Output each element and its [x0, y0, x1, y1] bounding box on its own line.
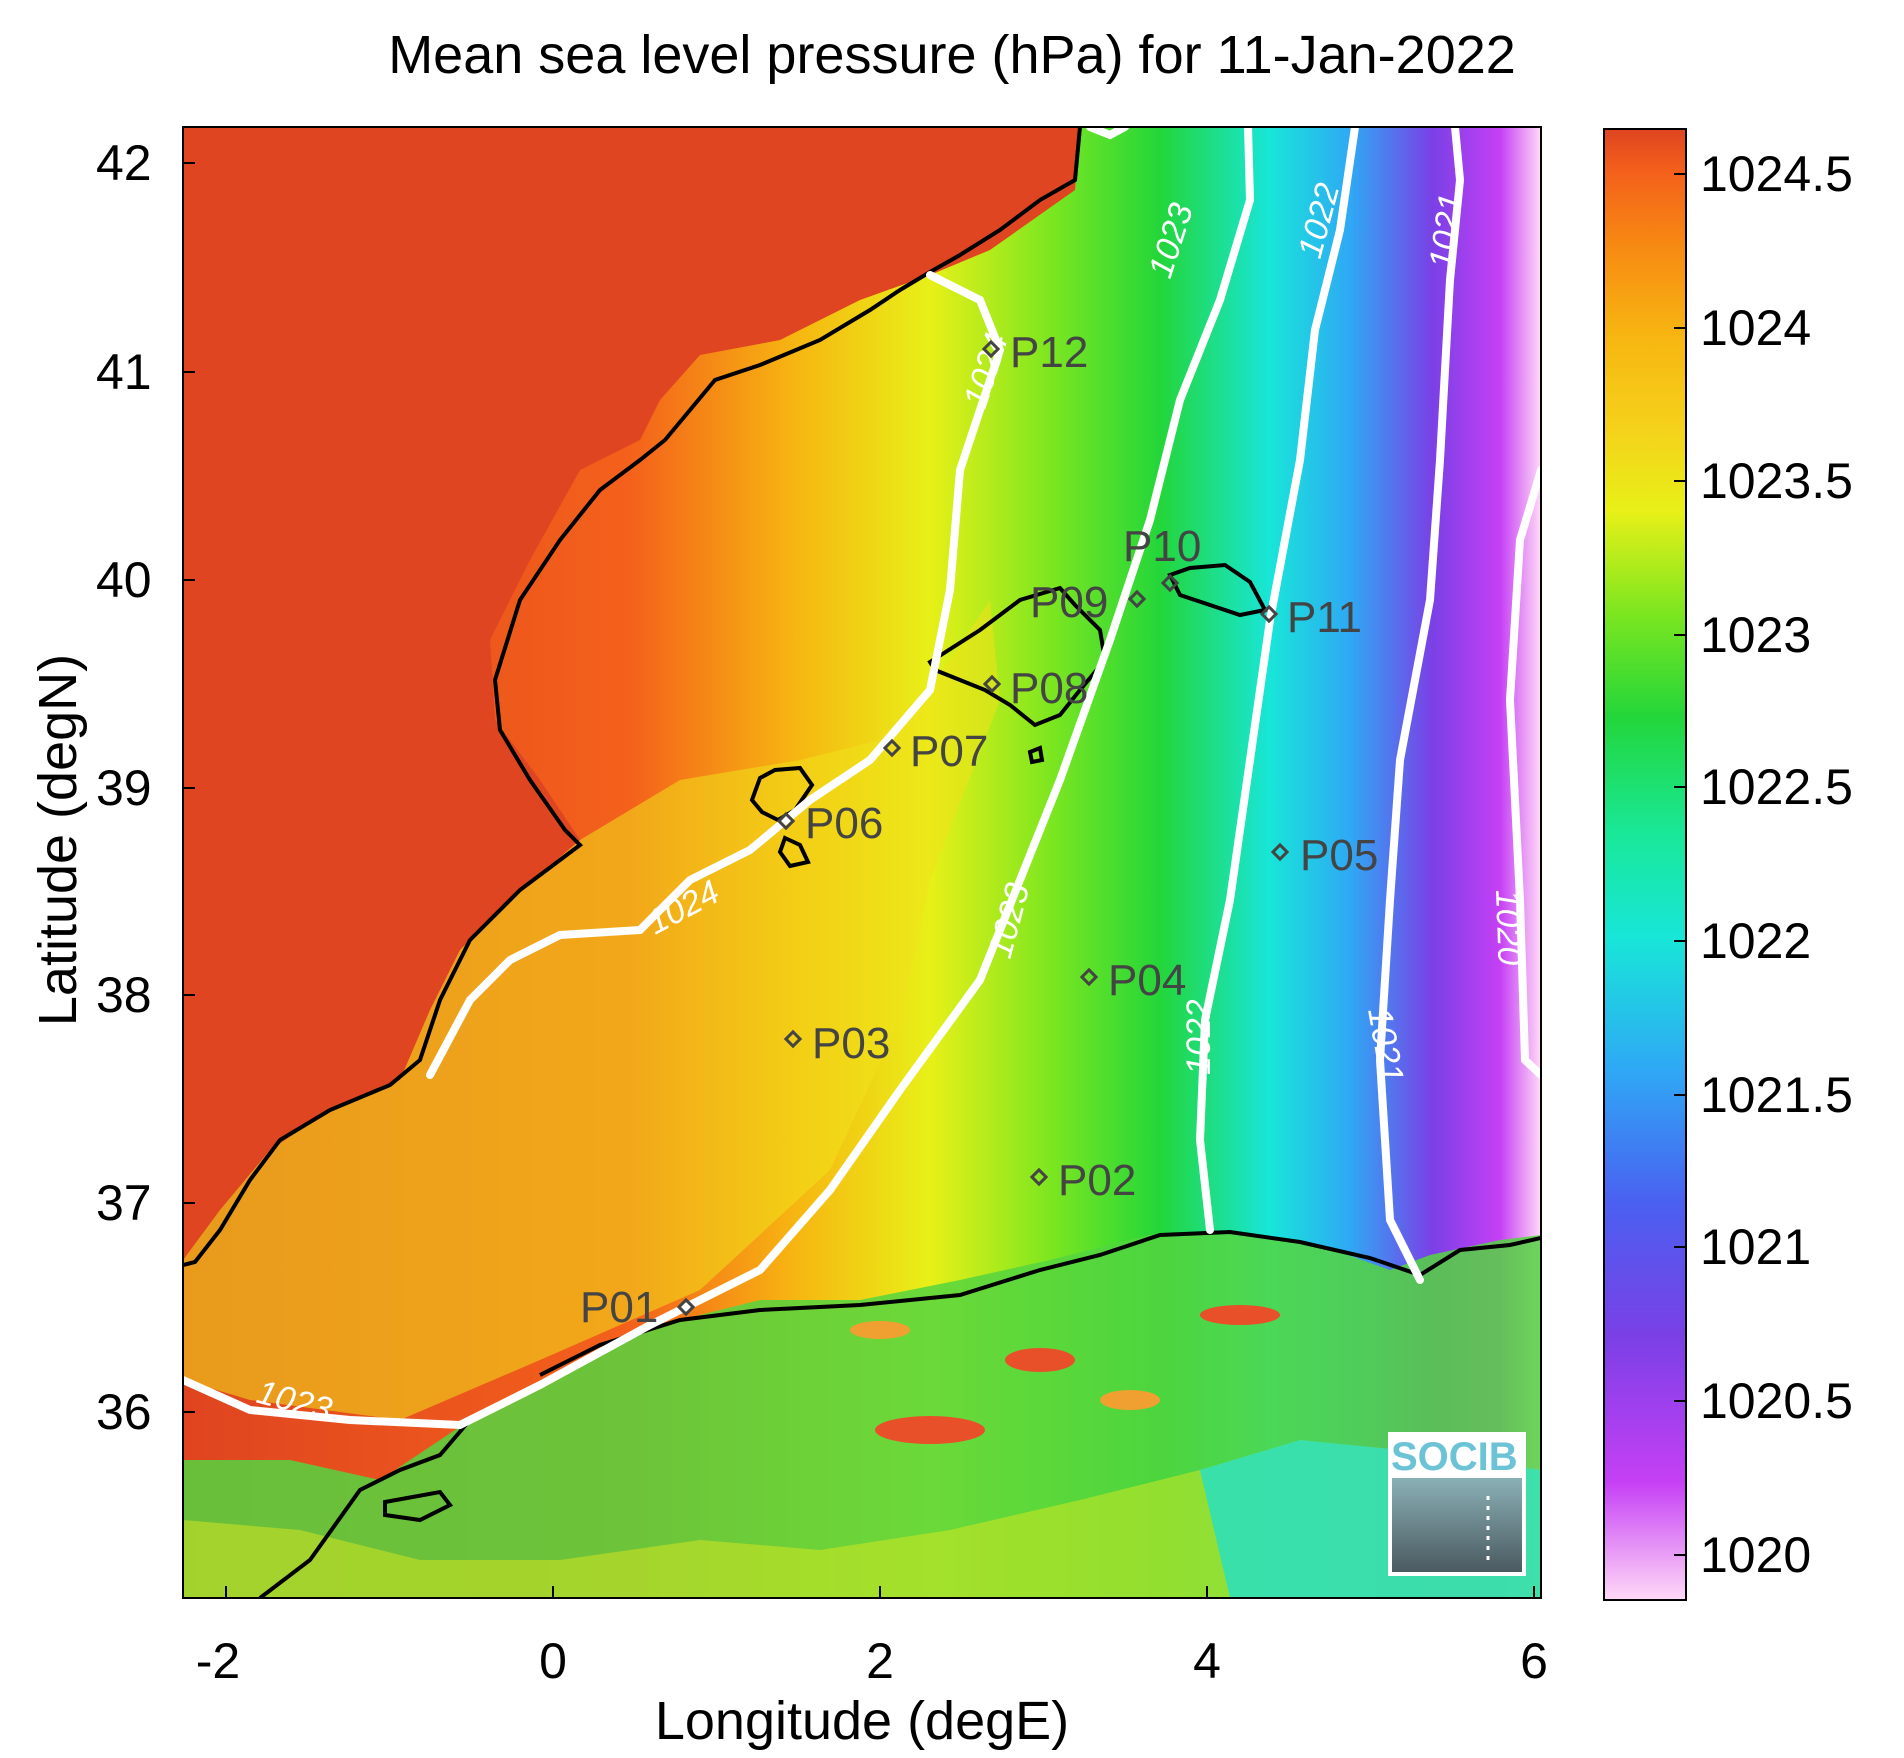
figure-title: Mean sea level pressure (hPa) for 11-Jan…	[388, 25, 1516, 85]
colorbar-tick-label: 1021.5	[1700, 1067, 1853, 1123]
station-p09[interactable]: P09	[1030, 578, 1147, 627]
colorbar-tick-label: 1020.5	[1700, 1373, 1853, 1429]
y-tick-label: 39	[96, 760, 152, 816]
station-p06[interactable]: P06	[776, 799, 883, 848]
x-tick-label: 4	[1193, 1633, 1221, 1689]
svg-text:P03: P03	[812, 1019, 890, 1068]
colorbar-tick-label: 1023.5	[1700, 453, 1853, 509]
y-tick-label: 36	[96, 1384, 152, 1440]
axis-ticks	[183, 162, 1535, 1598]
colorbar-tick-label: 1021	[1700, 1219, 1812, 1275]
y-tick-label: 40	[96, 552, 152, 608]
svg-text:P11: P11	[1287, 593, 1362, 642]
stations: P01 P02 P03 P04 P05 P06	[580, 328, 1378, 1332]
svg-text:P08: P08	[1010, 664, 1088, 713]
isobars	[183, 127, 1541, 1430]
colorbar-tick-label: 1024.5	[1700, 146, 1853, 202]
svg-text:P09: P09	[1030, 578, 1108, 627]
plot-frame	[182, 126, 1542, 1599]
y-axis-label: Latitude (degN)	[28, 653, 88, 1027]
station-p07[interactable]: P07	[882, 727, 988, 776]
svg-text:P10: P10	[1123, 522, 1201, 571]
colorbar-tick-label: 1022	[1700, 913, 1812, 969]
colorbar	[1603, 128, 1687, 1601]
colorbar-tick-label: 1020	[1700, 1527, 1812, 1583]
x-tick-label: 0	[539, 1633, 567, 1689]
svg-text:P05: P05	[1300, 831, 1378, 880]
station-p10[interactable]: P10	[1123, 522, 1201, 593]
station-p04[interactable]: P04	[1079, 956, 1186, 1005]
x-axis-label: Longitude (degE)	[654, 1691, 1070, 1751]
svg-text:SOCIB: SOCIB	[1391, 1435, 1518, 1479]
contour-label: 1022	[1180, 999, 1218, 1075]
station-p12[interactable]: P12	[981, 328, 1088, 377]
colorbar-tick-label: 1024	[1700, 300, 1812, 356]
x-tick-label: 6	[1520, 1633, 1548, 1689]
x-tick-label: 2	[866, 1633, 894, 1689]
svg-text:P06: P06	[805, 799, 883, 848]
station-p05[interactable]: P05	[1270, 831, 1378, 880]
svg-text:P02: P02	[1058, 1156, 1136, 1205]
svg-text:P12: P12	[1010, 328, 1088, 377]
colorbar-tick-label: 1022.5	[1700, 759, 1853, 815]
y-tick-label: 37	[96, 1175, 152, 1231]
svg-text:P04: P04	[1108, 956, 1186, 1005]
station-p03[interactable]: P03	[783, 1019, 890, 1068]
station-p02[interactable]: P02	[1029, 1156, 1136, 1205]
y-tick-label: 41	[96, 344, 152, 400]
y-tick-label: 38	[96, 967, 152, 1023]
contour-label: 1020	[1488, 889, 1529, 966]
svg-text:P01: P01	[580, 1283, 658, 1332]
x-tick-label: -2	[195, 1633, 241, 1689]
socib-logo: SOCIB	[1388, 1432, 1526, 1576]
station-p11[interactable]: P11	[1259, 593, 1362, 642]
y-tick-label: 42	[96, 135, 152, 191]
station-p08[interactable]: P08	[982, 664, 1088, 713]
colorbar-tick-label: 1023	[1700, 607, 1812, 663]
svg-text:P07: P07	[910, 727, 988, 776]
station-p01[interactable]: P01	[580, 1283, 696, 1332]
